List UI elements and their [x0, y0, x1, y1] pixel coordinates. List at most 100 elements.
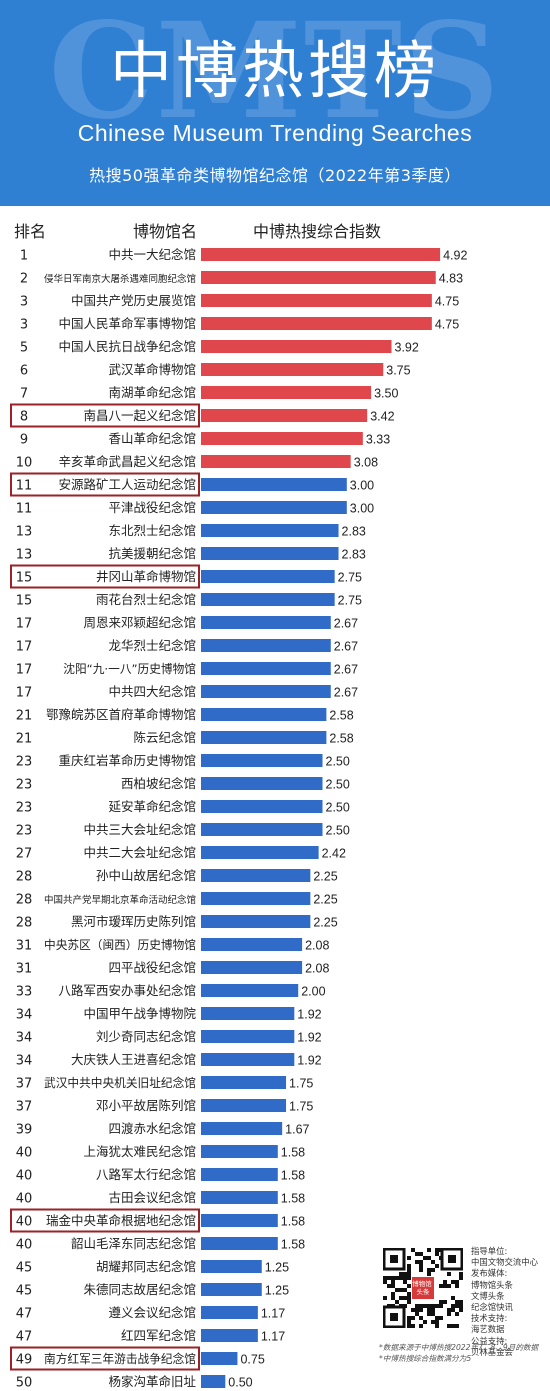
credit-line: 公益支持: [471, 1335, 508, 1346]
museum-name-label: 武汉中共中央机关旧址纪念馆 [44, 1076, 196, 1090]
index-value-label: 2.58 [329, 732, 353, 746]
rank-label: 13 [16, 525, 33, 540]
rank-label: 3 [20, 318, 28, 333]
index-bar [201, 409, 368, 422]
index-bar [201, 1076, 287, 1089]
index-bar [201, 1214, 278, 1227]
museum-name-label: 武汉革命博物馆 [108, 362, 196, 377]
rank-label: 5 [20, 341, 28, 356]
column-header-rank: 排名 [14, 222, 47, 241]
index-value-label: 1.92 [297, 1031, 321, 1045]
index-bar [201, 892, 311, 905]
museum-name-label: 雨花台烈士纪念馆 [96, 592, 196, 607]
index-value-label: 1.58 [281, 1192, 305, 1206]
index-value-label: 1.58 [281, 1215, 305, 1229]
rank-label: 13 [16, 548, 33, 563]
index-value-label: 2.83 [342, 548, 366, 562]
rank-label: 15 [16, 594, 33, 609]
rank-label: 17 [16, 617, 33, 632]
rank-label: 11 [16, 502, 33, 517]
rank-label: 11 [16, 479, 33, 494]
index-value-label: 2.25 [313, 916, 337, 930]
index-value-label: 2.58 [329, 709, 353, 723]
credit-line: 中国文物交流中心 [471, 1257, 538, 1268]
museum-name-label: 八路军太行纪念馆 [96, 1167, 196, 1182]
rank-label: 10 [16, 456, 33, 471]
museum-name-label: 鄂豫皖苏区首府革命博物馆 [46, 707, 196, 722]
rank-label: 40 [16, 1192, 33, 1207]
museum-name-label: 陈云纪念馆 [133, 730, 196, 745]
index-bar [201, 1053, 295, 1066]
index-value-label: 3.08 [354, 456, 378, 470]
index-bar [201, 570, 335, 583]
index-value-label: 3.92 [395, 341, 419, 355]
museum-name-label: 南湖革命纪念馆 [108, 385, 196, 400]
index-bar [201, 1283, 262, 1296]
museum-name-label: 重庆红岩革命历史博物馆 [58, 753, 196, 768]
rank-label: 21 [16, 732, 33, 747]
index-value-label: 1.75 [289, 1100, 313, 1114]
index-value-label: 2.67 [334, 617, 358, 631]
museum-name-label: 四平战役纪念馆 [108, 960, 196, 975]
index-bar [201, 478, 347, 491]
index-bar [201, 1030, 295, 1043]
rank-label: 40 [16, 1169, 33, 1184]
museum-name-label: 龙华烈士纪念馆 [108, 638, 196, 653]
index-value-label: 1.92 [297, 1054, 321, 1068]
index-value-label: 1.92 [297, 1008, 321, 1022]
index-value-label: 3.42 [370, 410, 394, 424]
index-bar [201, 754, 323, 767]
rank-label: 31 [16, 962, 33, 977]
index-value-label: 1.75 [289, 1077, 313, 1091]
page-title: 中博热搜榜 [109, 34, 440, 107]
museum-name-label: 中国共产党早期北京革命活动纪念馆 [44, 894, 196, 906]
rank-label: 49 [16, 1353, 33, 1368]
museum-name-label: 杨家沟革命旧址 [108, 1374, 196, 1389]
index-bar [201, 846, 319, 859]
rank-label: 1 [20, 249, 28, 264]
rank-label: 17 [16, 686, 33, 701]
museum-name-label: 侵华日军南京大屠杀遇难同胞纪念馆 [44, 273, 196, 285]
index-bar [201, 363, 384, 376]
museum-name-label: 瑞金中央革命根据地纪念馆 [46, 1213, 196, 1228]
index-bar [201, 547, 339, 560]
museum-name-label: 刘少奇同志纪念馆 [96, 1029, 196, 1044]
index-value-label: 4.75 [435, 295, 459, 309]
index-value-label: 2.67 [334, 663, 358, 677]
museum-name-label: 古田会议纪念馆 [108, 1190, 196, 1205]
index-bar [201, 1168, 278, 1181]
index-value-label: 1.67 [285, 1123, 309, 1137]
museum-name-label: 东北烈士纪念馆 [108, 523, 196, 538]
rank-label: 23 [16, 778, 33, 793]
rank-label: 47 [16, 1307, 33, 1322]
museum-name-label: 大庆铁人王进喜纪念馆 [71, 1052, 196, 1067]
museum-name-label: 中共一大纪念馆 [108, 247, 196, 262]
credit-line: 海艺数据 [471, 1324, 505, 1335]
index-bar [201, 961, 303, 974]
index-bar [201, 1375, 226, 1388]
index-value-label: 2.42 [322, 847, 346, 861]
museum-name-label: 中共四大纪念馆 [108, 684, 196, 699]
index-bar [201, 731, 327, 744]
highlight-box [10, 1208, 200, 1233]
index-value-label: 4.75 [435, 318, 459, 332]
index-bar [201, 1191, 278, 1204]
rank-label: 34 [16, 1008, 33, 1023]
index-bar [201, 386, 372, 399]
museum-name-label: 平津战役纪念馆 [108, 500, 196, 515]
index-value-label: 2.50 [326, 824, 350, 838]
index-value-label: 2.00 [301, 985, 325, 999]
museum-name-label: 中国共产党历史展览馆 [71, 293, 196, 308]
index-value-label: 1.58 [281, 1238, 305, 1252]
index-bar [201, 800, 323, 813]
data-notes: *数据来源于中博热搜2022年7、8、9月的数据 *中博热搜综合指数满分为5 [379, 1342, 549, 1364]
museum-name-label: 辛亥革命武昌起义纪念馆 [58, 454, 196, 469]
rank-label: 28 [16, 916, 33, 931]
index-bar [201, 984, 299, 997]
index-value-label: 3.50 [374, 387, 398, 401]
index-value-label: 0.75 [240, 1353, 264, 1367]
museum-name-label: 黑河市瑷珲历史陈列馆 [71, 914, 196, 929]
index-bar [201, 708, 327, 721]
rank-label: 2 [20, 272, 28, 287]
